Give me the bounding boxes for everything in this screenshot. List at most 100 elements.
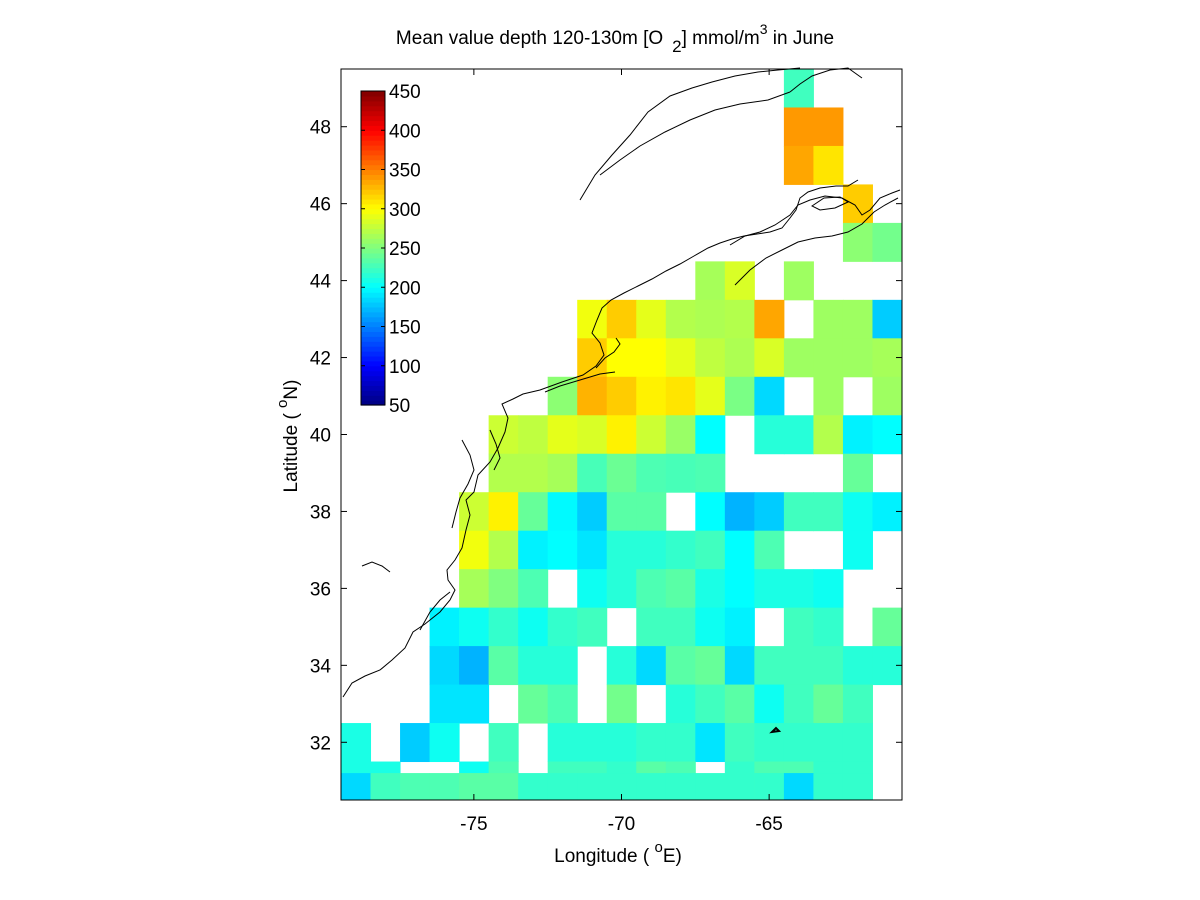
heatmap-cell [547, 684, 578, 724]
colorbar-band [361, 238, 385, 244]
heatmap-cell [518, 530, 549, 570]
colorbar-band [361, 115, 385, 122]
heatmap-cell [813, 684, 844, 724]
heatmap-cell [724, 607, 755, 647]
heatmap-cell [695, 530, 726, 570]
colorbar-band [361, 277, 385, 283]
heatmap-cell [636, 530, 667, 570]
colorbar-band [361, 365, 385, 372]
colorbar-gradient [361, 91, 385, 406]
heatmap-cell [813, 492, 844, 532]
heatmap-cell [724, 646, 755, 686]
colorbar-band [361, 233, 385, 239]
colorbar-band [361, 91, 385, 97]
colorbar-band [361, 341, 385, 347]
heatmap-cell [518, 569, 549, 609]
heatmap-cell [577, 607, 608, 647]
heatmap-cell [813, 607, 844, 647]
heatmap-cell [783, 145, 814, 185]
colorbar-band [361, 130, 385, 136]
heatmap-cell [813, 415, 844, 455]
heatmap-cell [842, 646, 873, 686]
y-axis-label-pre: Latitude ( [281, 408, 302, 493]
title-end: in June [768, 28, 835, 49]
heatmap-cell [547, 492, 578, 532]
heatmap-cell [842, 184, 873, 224]
colorbar-band [361, 120, 385, 126]
colorbar-band [361, 149, 385, 156]
x-axis-label-pre: Longitude ( [554, 846, 654, 867]
heatmap-cell [665, 415, 696, 455]
heatmap-cell [754, 646, 785, 686]
heatmap-cell [577, 569, 608, 609]
heatmap-cell [547, 723, 578, 763]
heatmap-cell [754, 492, 785, 532]
heatmap-cell [783, 569, 814, 609]
heatmap-cell [665, 376, 696, 416]
heatmap-cell [488, 569, 519, 609]
bermuda-island [769, 726, 782, 734]
heatmap-cell [783, 69, 814, 108]
heatmap-cell [754, 569, 785, 609]
colorbar-band [361, 355, 385, 362]
heatmap-cell [577, 773, 608, 801]
colorbar-tick-label: 100 [389, 357, 421, 378]
heatmap-cell [695, 607, 726, 647]
heatmap-cells [341, 69, 903, 801]
heatmap-cell [488, 646, 519, 686]
colorbar-band [361, 316, 385, 323]
colorbar-band [361, 257, 385, 264]
heatmap-cell [783, 646, 814, 686]
colorbar-band [361, 385, 385, 391]
x-axis-ticks: -75 -70 -65 [460, 69, 783, 835]
heatmap-cell [724, 569, 755, 609]
heatmap-cell [459, 607, 490, 647]
title-mid: ] mmol/m [682, 28, 760, 49]
heatmap-cell [754, 376, 785, 416]
heatmap-cell [606, 376, 637, 416]
heatmap-cell [695, 453, 726, 493]
colorbar-band [361, 140, 385, 146]
heatmap-cell [783, 107, 814, 147]
title-subscript: 2 [672, 37, 681, 56]
coastline-pei [811, 196, 850, 211]
heatmap-cell [606, 723, 637, 763]
heatmap-cell [813, 376, 844, 416]
heatmap-cell [488, 607, 519, 647]
colorbar-band [361, 375, 385, 382]
colorbar-band [361, 326, 385, 333]
colorbar-band [361, 390, 385, 396]
colorbar-band [361, 159, 385, 166]
colorbar-tick-label: 350 [389, 161, 421, 182]
heatmap-cell [695, 338, 726, 378]
colorbar-tick-label: 200 [389, 278, 421, 299]
heatmap-cell [636, 338, 667, 378]
x-tick-label: -65 [755, 814, 782, 835]
colorbar-band [361, 105, 385, 112]
heatmap-cell [547, 607, 578, 647]
heatmap-cell [842, 415, 873, 455]
heatmap-cell [577, 376, 608, 416]
heatmap-cell [429, 773, 460, 801]
colorbar-band [361, 287, 385, 293]
heatmap-cell [429, 723, 460, 763]
heatmap-cell [665, 646, 696, 686]
colorbar-band [361, 213, 385, 220]
heatmap-cell [606, 299, 637, 339]
coastline-chesapeake [451, 439, 475, 529]
colorbar-band [361, 252, 385, 259]
colorbar-band [361, 282, 385, 288]
colorbar-band [361, 203, 385, 210]
y-axis-label-post: N) [281, 380, 302, 400]
heatmap-cell [754, 338, 785, 378]
y-tick-label: 46 [310, 195, 331, 216]
colorbar-band [361, 135, 385, 141]
colorbar-tick-label: 450 [389, 82, 421, 103]
x-axis-label-post: E) [663, 846, 682, 867]
colorbar-band [361, 194, 385, 200]
y-tick-label: 40 [310, 426, 331, 447]
heatmap-cell [577, 415, 608, 455]
heatmap-cell [488, 530, 519, 570]
heatmap-cell [842, 299, 873, 339]
heatmap-cell [842, 338, 873, 378]
